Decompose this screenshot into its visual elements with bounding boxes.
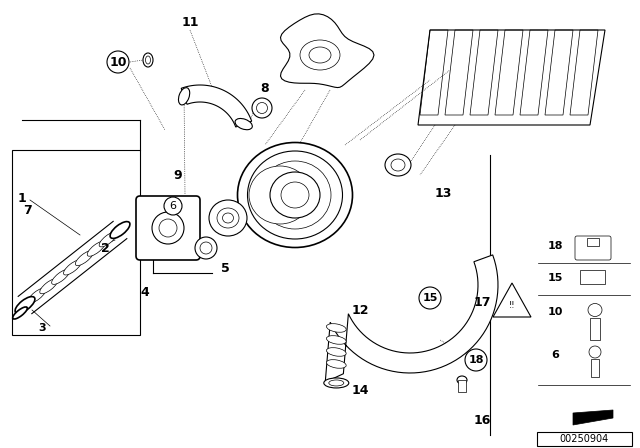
Circle shape	[107, 51, 129, 73]
Polygon shape	[493, 283, 531, 317]
Ellipse shape	[99, 232, 117, 247]
Ellipse shape	[145, 56, 150, 64]
Circle shape	[419, 287, 441, 309]
Polygon shape	[573, 410, 613, 425]
Text: 9: 9	[173, 168, 182, 181]
Polygon shape	[445, 30, 473, 115]
Ellipse shape	[217, 208, 239, 228]
Ellipse shape	[259, 161, 331, 229]
Polygon shape	[570, 30, 598, 115]
Ellipse shape	[326, 348, 346, 356]
FancyBboxPatch shape	[575, 236, 611, 260]
Polygon shape	[545, 30, 573, 115]
Ellipse shape	[179, 88, 189, 105]
Text: 15: 15	[422, 293, 438, 303]
Text: 7: 7	[24, 203, 33, 216]
Ellipse shape	[391, 159, 405, 171]
Ellipse shape	[589, 346, 601, 358]
Polygon shape	[520, 30, 548, 115]
FancyBboxPatch shape	[136, 196, 200, 260]
Ellipse shape	[13, 307, 28, 319]
Ellipse shape	[324, 378, 349, 388]
Ellipse shape	[40, 279, 58, 294]
Bar	[12, 150, 140, 335]
Ellipse shape	[252, 98, 272, 118]
Ellipse shape	[270, 172, 320, 218]
Ellipse shape	[28, 288, 46, 303]
Text: 10: 10	[109, 56, 127, 69]
Ellipse shape	[309, 47, 331, 63]
Text: 6: 6	[551, 350, 559, 360]
Text: 14: 14	[351, 383, 369, 396]
Ellipse shape	[223, 213, 234, 223]
Ellipse shape	[76, 250, 93, 266]
Text: 8: 8	[260, 82, 269, 95]
Ellipse shape	[257, 103, 268, 113]
Ellipse shape	[87, 241, 105, 256]
Ellipse shape	[588, 303, 602, 316]
Ellipse shape	[143, 53, 153, 67]
Polygon shape	[470, 30, 498, 115]
Bar	[458, 380, 466, 392]
Text: 13: 13	[435, 186, 452, 199]
Ellipse shape	[111, 223, 129, 237]
Polygon shape	[325, 255, 498, 382]
Ellipse shape	[200, 242, 212, 254]
Ellipse shape	[237, 142, 353, 247]
Ellipse shape	[152, 212, 184, 244]
Ellipse shape	[15, 297, 35, 314]
Ellipse shape	[329, 380, 344, 386]
Ellipse shape	[52, 269, 70, 284]
Text: 18: 18	[468, 355, 484, 365]
Polygon shape	[495, 30, 523, 115]
Ellipse shape	[16, 297, 34, 313]
Circle shape	[465, 349, 487, 371]
Ellipse shape	[300, 40, 340, 70]
Ellipse shape	[385, 154, 411, 176]
Ellipse shape	[457, 376, 467, 384]
Text: 10: 10	[547, 307, 563, 317]
Text: 5: 5	[221, 262, 229, 275]
Text: 18: 18	[547, 241, 563, 251]
Polygon shape	[181, 85, 252, 127]
Bar	[587, 238, 599, 246]
Ellipse shape	[209, 200, 247, 236]
Ellipse shape	[249, 166, 311, 224]
Bar	[590, 318, 600, 340]
Text: 16: 16	[474, 414, 491, 426]
Polygon shape	[280, 14, 374, 87]
Text: 00250904: 00250904	[559, 434, 609, 444]
Text: 17: 17	[473, 296, 491, 309]
Text: 3: 3	[38, 323, 46, 333]
Ellipse shape	[326, 323, 346, 332]
Text: !!: !!	[509, 301, 515, 310]
Polygon shape	[420, 30, 448, 115]
Ellipse shape	[195, 237, 217, 259]
Text: 15: 15	[547, 273, 563, 283]
Text: 1: 1	[18, 191, 26, 204]
Text: 11: 11	[181, 16, 199, 29]
Bar	[580, 270, 605, 284]
Ellipse shape	[63, 260, 81, 275]
Text: 4: 4	[141, 285, 149, 298]
Bar	[591, 359, 599, 377]
Text: 12: 12	[351, 303, 369, 316]
Bar	[537, 432, 632, 446]
Ellipse shape	[110, 222, 130, 238]
Ellipse shape	[326, 336, 346, 344]
Text: 6: 6	[170, 201, 177, 211]
Text: 2: 2	[100, 241, 109, 254]
Ellipse shape	[159, 219, 177, 237]
Ellipse shape	[248, 151, 342, 239]
Ellipse shape	[281, 182, 309, 208]
Ellipse shape	[235, 118, 252, 130]
Circle shape	[164, 197, 182, 215]
Ellipse shape	[326, 360, 346, 368]
